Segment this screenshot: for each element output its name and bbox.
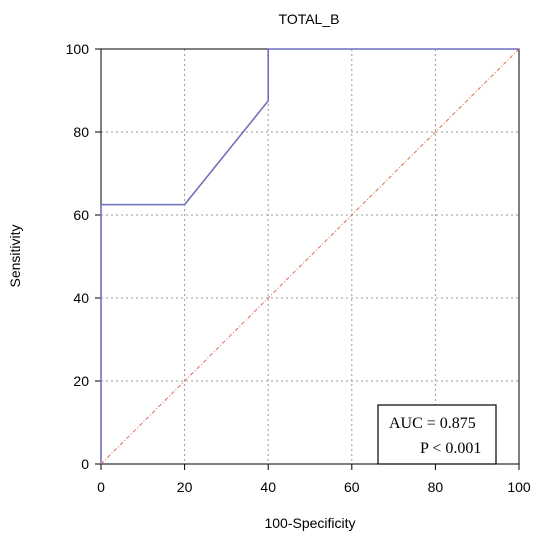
y-tick-label: 100	[66, 41, 90, 57]
chart-title: TOTAL_B	[279, 11, 340, 27]
x-tick-label: 100	[507, 479, 531, 495]
x-tick-label: 0	[97, 479, 105, 495]
y-tick-label: 20	[73, 373, 89, 389]
annotation-frame	[377, 404, 497, 465]
x-tick-label: 80	[428, 479, 444, 495]
series-layer	[100, 48, 520, 465]
x-tick-label: 20	[177, 479, 193, 495]
y-tick-label: 60	[73, 207, 89, 223]
x-axis-label: 100-Specificity	[264, 515, 355, 531]
roc-curve-line	[100, 48, 519, 464]
y-axis-label: Sensitivity	[7, 224, 23, 287]
p-value-text: P < 0.001	[420, 440, 481, 457]
grid	[101, 49, 519, 464]
reference-diagonal-line	[100, 48, 520, 465]
y-tick-label: 40	[73, 290, 89, 306]
auc-text: AUC = 0.875	[389, 415, 476, 432]
axis-ticks: 0 20 40 60 80 100 0 20 40 60 80 100	[66, 41, 531, 495]
y-tick-label: 80	[73, 124, 89, 140]
x-tick-label: 60	[344, 479, 360, 495]
auc-annotation-box: AUC = 0.875 P < 0.001	[377, 404, 497, 465]
y-tick-label: 0	[81, 456, 89, 472]
x-tick-label: 40	[260, 479, 276, 495]
